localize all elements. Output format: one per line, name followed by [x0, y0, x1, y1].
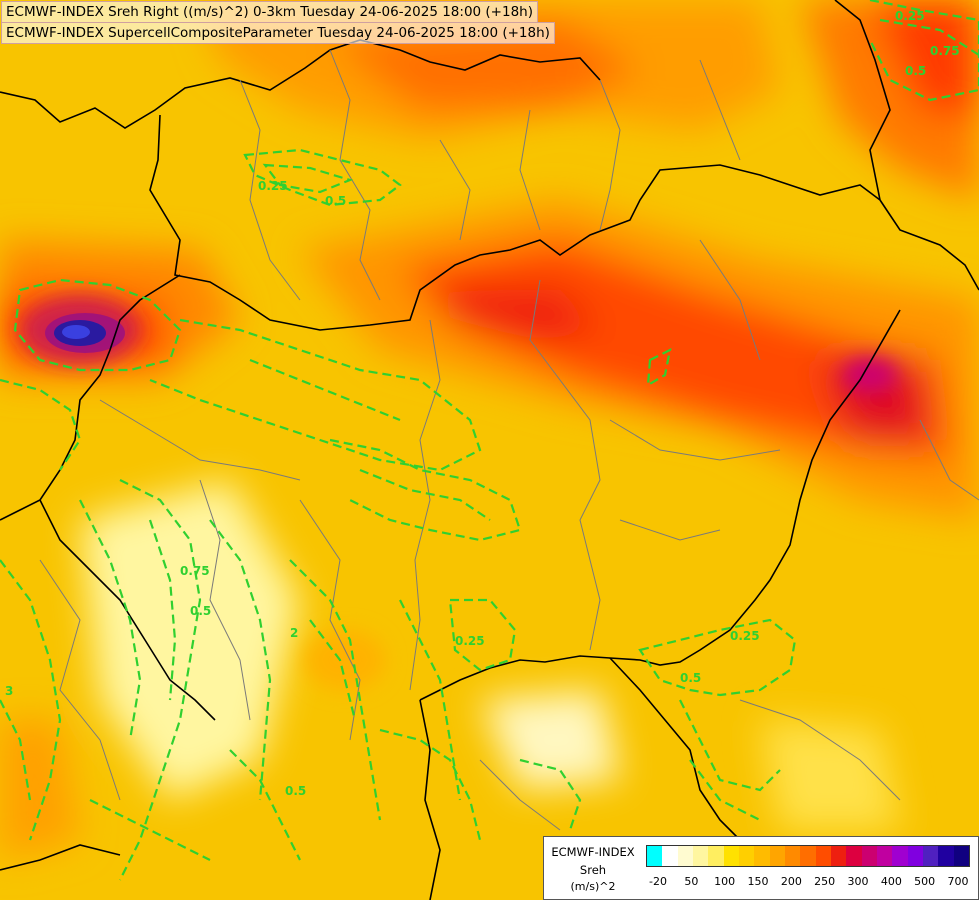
legend-swatch — [892, 846, 908, 866]
contour-label: 0.25 — [730, 629, 760, 643]
contour-label: 0.25 — [258, 179, 288, 193]
title-scp: ECMWF-INDEX SupercellCompositeParameter … — [1, 22, 555, 44]
legend-swatch — [723, 846, 739, 866]
sreh-intense-cell — [45, 313, 125, 353]
legend-swatch — [922, 846, 939, 866]
sreh-crimson-core-1 — [440, 290, 600, 340]
legend-swatch — [738, 846, 755, 866]
legend-tick-label: 200 — [780, 875, 802, 888]
contour-label: 0.5 — [905, 64, 926, 78]
regional-borders — [39, 49, 979, 831]
legend-swatch — [938, 846, 954, 866]
legend-swatch — [800, 846, 816, 866]
contour-label: 0.5 — [285, 784, 306, 798]
legend-swatch — [907, 846, 923, 866]
legend-swatch — [784, 846, 801, 866]
legend-swatch — [830, 846, 847, 866]
sreh-red-north-east — [870, 0, 979, 120]
legend-tick-label: 50 — [684, 875, 699, 888]
legend-unit-label: (m/s)^2 — [570, 880, 616, 893]
legend-tick-label: 250 — [814, 875, 836, 888]
legend-tick-label: 500 — [914, 875, 936, 888]
sreh-orange-south-west — [0, 720, 80, 860]
legend-swatch — [708, 846, 724, 866]
legend-swatch — [677, 846, 693, 866]
legend-tick-label: 700 — [947, 875, 969, 888]
legend-swatch — [754, 846, 770, 866]
legend-tick-label: 400 — [880, 875, 902, 888]
legend-swatch — [953, 846, 969, 866]
legend-swatch — [769, 846, 785, 866]
legend-tick-label: -20 — [649, 875, 667, 888]
legend-swatch — [662, 846, 678, 866]
legend-swatch — [815, 846, 831, 866]
scp-contours — [0, 0, 979, 881]
sreh-pale-south-west — [80, 480, 300, 800]
legend-product-label: ECMWF-INDEX — [551, 845, 635, 859]
legend-tick-label: 300 — [847, 875, 869, 888]
contour-label: 3 — [5, 684, 13, 698]
legend-swatch — [861, 846, 877, 866]
legend-ticks: -20 50 100 150 200 250 300 400 500 700 — [646, 875, 968, 891]
contour-label: 2 — [290, 626, 298, 640]
legend-swatch — [846, 846, 862, 866]
color-legend: ECMWF-INDEX Sreh (m/s)^2 -20 50 100 150 200 2… — [543, 836, 979, 900]
contour-label: 0.5 — [325, 194, 346, 208]
legend-color-bar — [646, 845, 970, 867]
scp-contour-labels: 0.25 0.5 0.25 0.5 0.75 0.5 0.25 0.5 2 3 … — [5, 9, 960, 798]
legend-variable-label: Sreh — [579, 863, 607, 877]
contour-label: 0.5 — [680, 671, 701, 685]
contour-label: 0.25 — [455, 634, 485, 648]
sreh-pale-center-south — [480, 690, 620, 790]
contour-label: 0.75 — [930, 44, 960, 58]
title-sreh: ECMWF-INDEX Sreh Right ((m/s)^2) 0-3km T… — [1, 1, 538, 23]
legend-tick-label: 100 — [714, 875, 736, 888]
contour-label: 0.75 — [180, 564, 210, 578]
contour-label: 0.5 — [190, 604, 211, 618]
sreh-pale-south-east — [760, 720, 900, 830]
legend-swatch — [692, 846, 709, 866]
legend-swatch — [647, 846, 663, 866]
contour-label: 0.25 — [895, 9, 925, 23]
legend-tick-label: 150 — [747, 875, 769, 888]
legend-swatch — [876, 846, 893, 866]
